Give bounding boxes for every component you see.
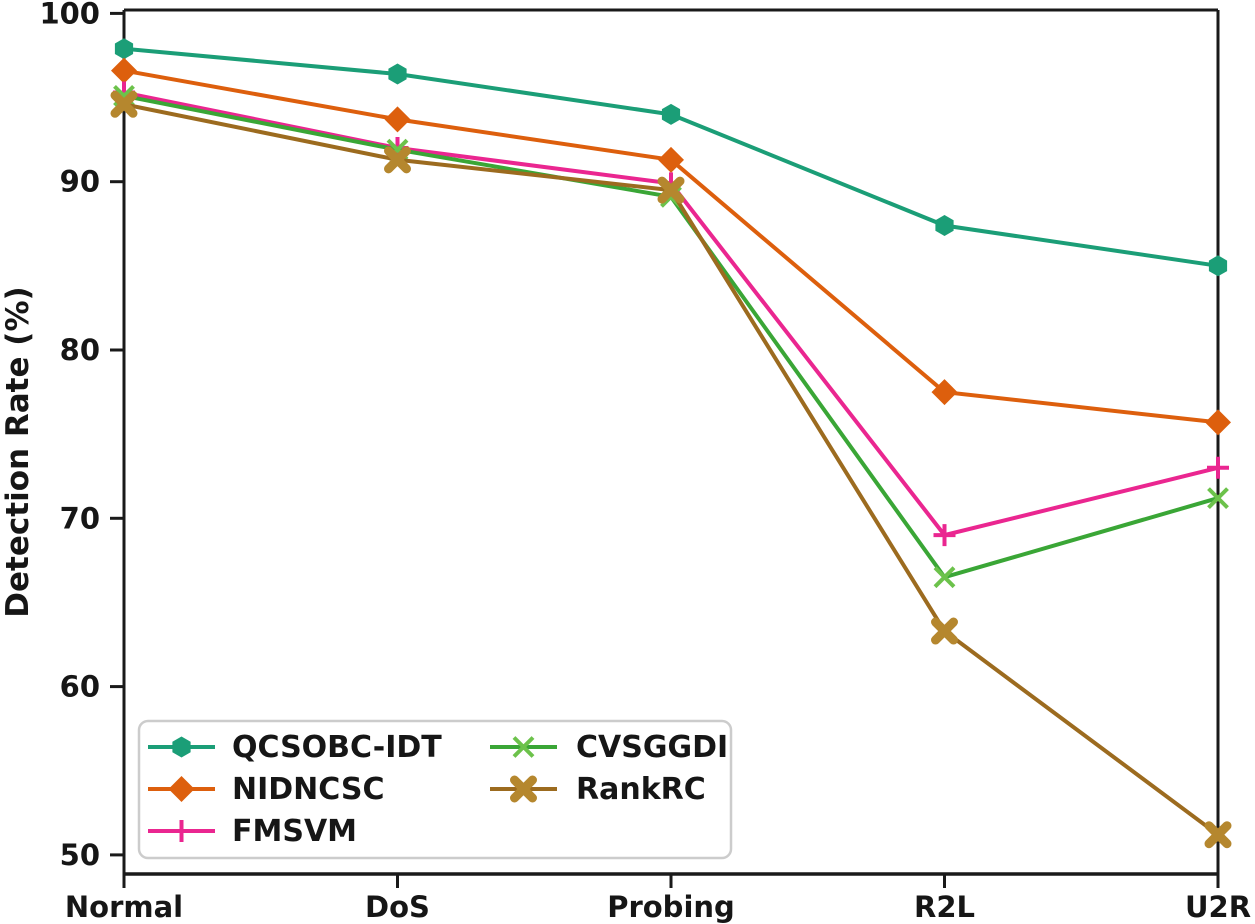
y-axis: 50 60 70 80 90 100 [39,0,124,872]
x-tick-label: DoS [365,890,430,924]
y-tick-label: 60 [60,670,100,704]
bold-x-marker [657,176,685,204]
legend-item-nidncsc: NIDNCSC [148,772,384,807]
series-qcsobc-idt [114,38,1228,277]
diamond-marker [658,146,684,173]
legend-label: CVSGGDI [576,730,728,765]
diamond-marker [1205,409,1231,436]
bold-x-marker [110,90,138,118]
legend: QCSOBC-IDT NIDNCSC FMSVM CVSGGDI RankRC [137,719,733,860]
y-tick-label: 80 [60,333,100,367]
legend-item-cvsggdi: CVSGGDI [490,730,728,765]
hexagon-marker [114,38,134,60]
series-group [110,38,1232,849]
bold-x-marker [510,775,537,803]
x-marker [933,566,956,589]
y-axis-label: Detection Rate (%) [0,286,36,617]
diamond-marker [384,106,411,133]
hexagon-marker [388,63,407,85]
legend-label: FMSVM [232,814,357,849]
legend-box [137,719,733,860]
y-tick-label: 70 [60,501,100,535]
x-tick-label: Probing [607,890,735,924]
hexagon-marker [935,215,954,236]
legend-label: QCSOBC-IDT [232,730,442,765]
y-tick-label: 50 [60,838,100,872]
x-marker [1207,487,1229,510]
legend-item-qcsobc-idt: QCSOBC-IDT [148,730,442,765]
hexagon-marker [661,103,681,125]
series-nidncsc [111,57,1231,436]
legend-label: NIDNCSC [232,772,384,807]
y-tick-label: 100 [39,0,100,30]
series-rankrc [110,90,1232,849]
bold-x-marker [384,146,411,174]
diamond-marker [168,776,195,802]
legend-item-rankrc: RankRC [490,772,706,807]
diamond-marker [931,379,958,406]
plus-marker [933,524,956,547]
plus-marker [170,820,193,842]
legend-item-fmsvm: FMSVM [148,814,357,849]
legend-label: RankRC [576,772,706,807]
diamond-marker [111,57,137,84]
bold-x-marker [931,617,958,645]
plot-frame [122,8,1220,876]
x-axis: Normal DoS Probing R2L U2R [65,874,1251,924]
x-marker [512,736,535,758]
x-tick-label: R2L [914,890,975,924]
hexagon-marker [172,736,191,758]
x-tick-label: U2R [1185,890,1251,924]
bold-x-marker [1204,821,1232,849]
y-tick-label: 90 [60,165,100,199]
plus-marker [1207,456,1229,479]
x-tick-label: Normal [65,890,183,924]
hexagon-marker [1208,255,1228,277]
